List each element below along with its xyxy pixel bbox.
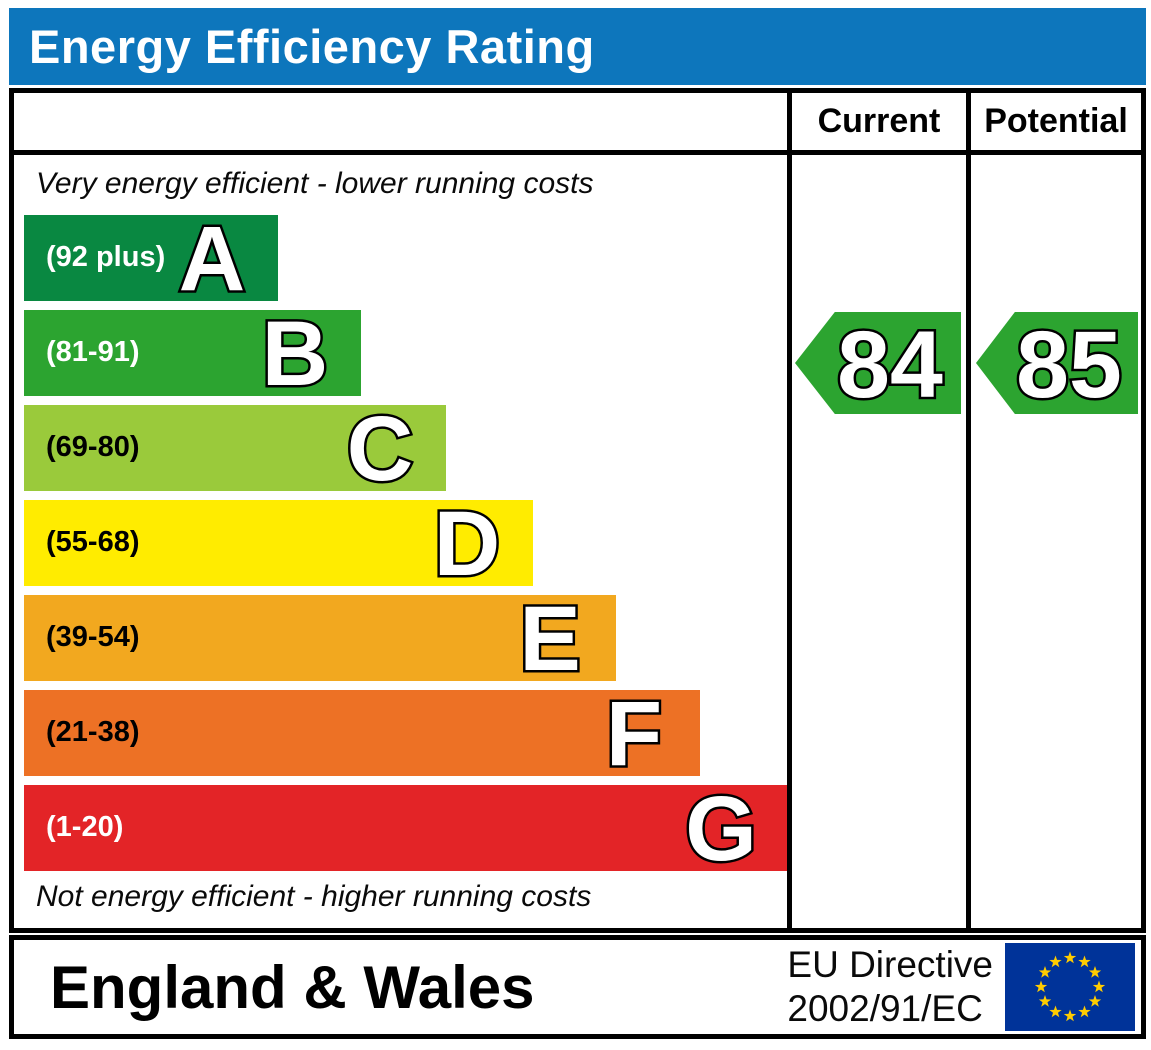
band-f: (21-38) F xyxy=(24,689,701,776)
band-g-letter: G xyxy=(683,785,760,871)
band-g-range: (1-20) xyxy=(46,811,124,843)
eu-directive-line1: EU Directive xyxy=(787,943,993,985)
band-g: (1-20) G xyxy=(24,784,787,871)
band-f-letter: F xyxy=(604,690,665,776)
band-row: (55-68) D xyxy=(14,499,787,586)
band-e: (39-54) E xyxy=(24,594,617,681)
band-row: (21-38) F xyxy=(14,689,787,776)
current-rating-value: 84 xyxy=(835,312,946,414)
band-a-letter: A xyxy=(176,215,247,301)
svg-text:C: C xyxy=(347,405,413,491)
column-header-current: Current xyxy=(787,93,966,150)
band-e-letter: E xyxy=(517,595,583,681)
potential-value-cell: 85 xyxy=(966,155,1141,928)
band-row: (39-54) E xyxy=(14,594,787,681)
band-row: (1-20) G xyxy=(14,784,787,871)
band-b: (81-91) B xyxy=(24,309,362,396)
svg-text:85: 85 xyxy=(1016,312,1122,414)
svg-text:A: A xyxy=(178,215,244,301)
table-header: Current Potential xyxy=(14,93,1141,155)
band-c-letter: C xyxy=(344,405,415,491)
svg-text:E: E xyxy=(519,595,580,681)
band-b-range: (81-91) xyxy=(46,336,140,368)
eu-directive-label: EU Directive 2002/91/EC xyxy=(787,943,1005,1032)
page-title: Energy Efficiency Rating xyxy=(29,20,595,73)
footer-bar: England & Wales EU Directive 2002/91/EC xyxy=(9,935,1146,1039)
band-row: (69-80) C xyxy=(14,404,787,491)
potential-rating-arrow: 85 xyxy=(976,312,1138,414)
bands-area: Very energy efficient - lower running co… xyxy=(14,155,787,928)
svg-text:B: B xyxy=(262,310,328,396)
svg-text:F: F xyxy=(606,690,662,776)
band-d-range: (55-68) xyxy=(46,526,140,558)
rating-table: Current Potential Very energy efficient … xyxy=(9,88,1146,933)
band-a-range: (92 plus) xyxy=(46,241,166,273)
header-empty-cell xyxy=(14,93,787,150)
svg-text:84: 84 xyxy=(837,312,943,414)
region-label: England & Wales xyxy=(50,953,535,1021)
band-row: (92 plus) A xyxy=(14,214,787,301)
band-c: (69-80) C xyxy=(24,404,447,491)
potential-rating-value: 85 xyxy=(1014,312,1125,414)
band-b-letter: B xyxy=(259,310,330,396)
band-f-range: (21-38) xyxy=(46,716,140,748)
band-row: (81-91) B xyxy=(14,309,787,396)
bottom-note: Not energy efficient - higher running co… xyxy=(36,879,592,913)
band-a: (92 plus) A xyxy=(24,214,278,301)
svg-text:D: D xyxy=(433,500,499,586)
bands-list: (92 plus) A (81-91) B xyxy=(14,214,787,880)
table-body: Very energy efficient - lower running co… xyxy=(14,155,1141,928)
column-header-potential: Potential xyxy=(966,93,1141,150)
top-note: Very energy efficient - lower running co… xyxy=(36,167,594,200)
band-c-range: (69-80) xyxy=(46,431,140,463)
current-value-cell: 84 xyxy=(787,155,966,928)
svg-text:G: G xyxy=(685,785,757,871)
band-d-letter: D xyxy=(431,500,502,586)
eu-directive-line2: 2002/91/EC xyxy=(787,988,983,1029)
band-d: (55-68) D xyxy=(24,499,533,586)
title-bar: Energy Efficiency Rating xyxy=(9,8,1146,85)
band-e-range: (39-54) xyxy=(46,621,140,653)
eu-flag-icon xyxy=(1005,943,1135,1031)
current-rating-arrow: 84 xyxy=(795,312,961,414)
